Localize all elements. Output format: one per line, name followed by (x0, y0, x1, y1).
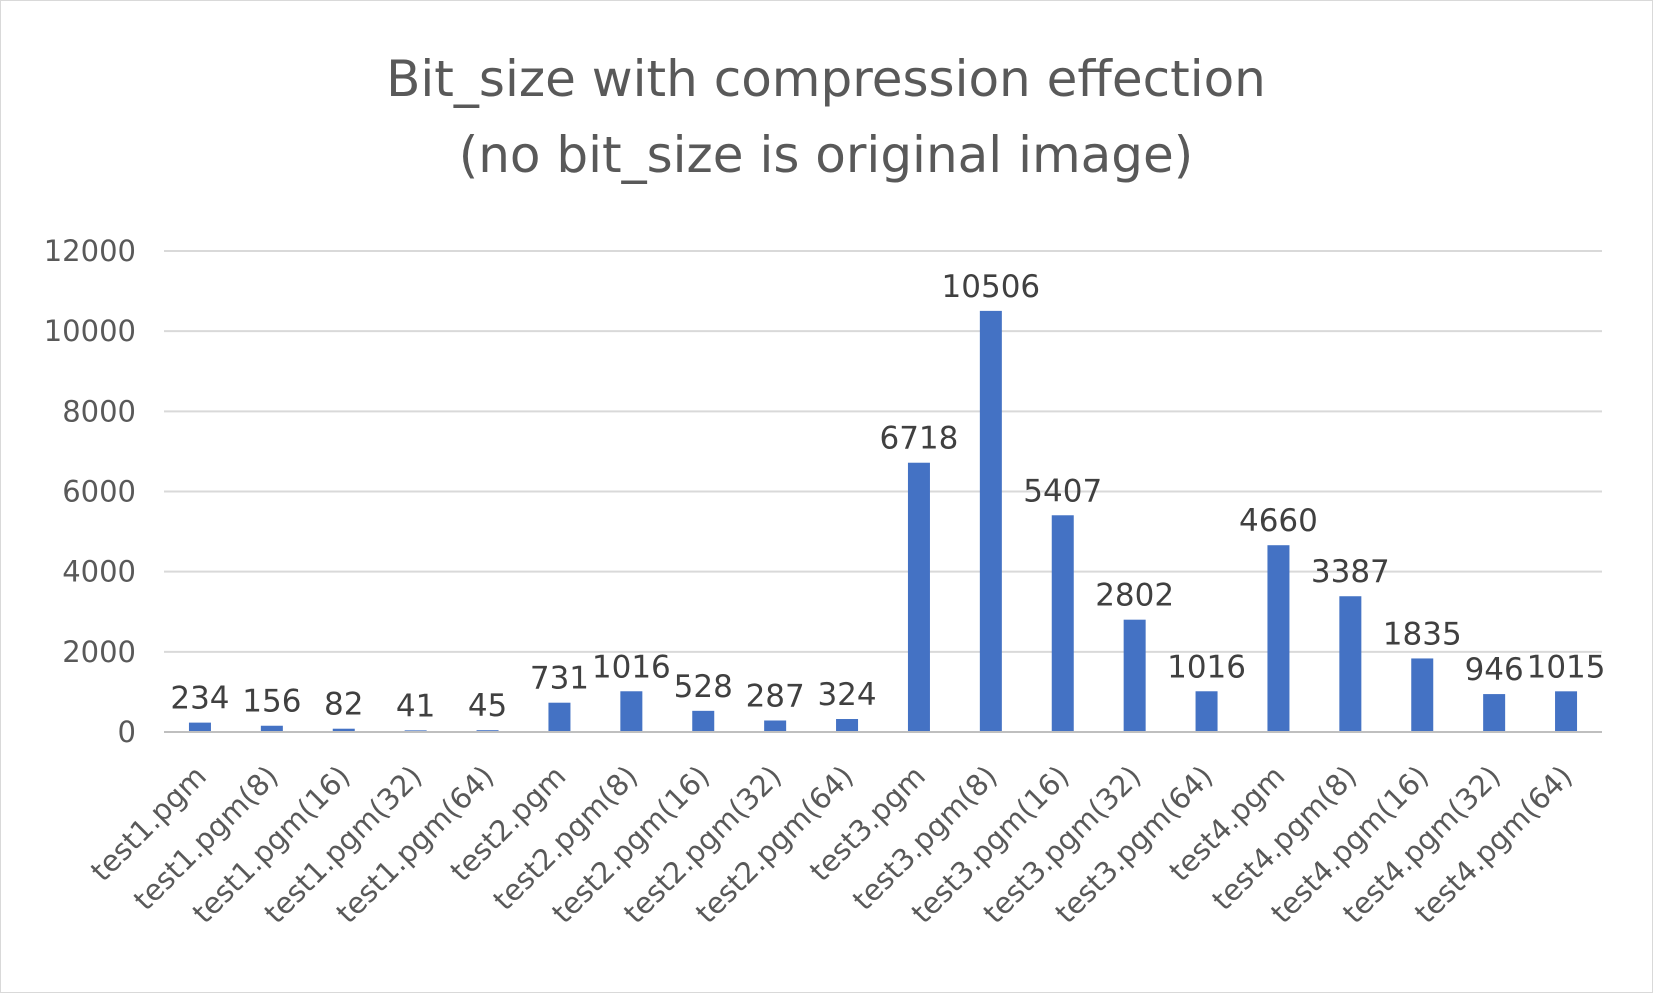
bar-18 (1411, 658, 1434, 732)
y-tick-label-4000: 4000 (62, 555, 136, 589)
data-label-8: 528 (674, 669, 733, 705)
bar-8 (692, 710, 715, 732)
bar-10 (836, 719, 859, 732)
bar-20 (1555, 691, 1578, 732)
chart-title: Bit_size with compression effection (no … (386, 50, 1266, 184)
bar-12 (979, 310, 1002, 732)
data-label-6: 731 (530, 661, 589, 697)
chart-title-line-2: (no bit_size is original image) (459, 126, 1194, 184)
bar-13 (1051, 515, 1074, 732)
x-axis-category-labels: test1.pgmtest1.pgm(8)test1.pgm(16)test1.… (84, 759, 1579, 930)
data-label-11: 6718 (879, 421, 958, 457)
data-label-3: 82 (324, 687, 363, 723)
data-label-16: 4660 (1239, 503, 1318, 539)
bar-1 (188, 722, 211, 732)
data-label-19: 946 (1465, 652, 1524, 688)
data-label-12: 10506 (942, 269, 1041, 305)
data-label-2: 156 (242, 684, 301, 720)
gridlines (164, 250, 1602, 653)
y-tick-label-0: 0 (118, 715, 136, 749)
data-label-7: 1016 (592, 649, 671, 685)
bar-9 (764, 720, 787, 732)
data-label-20: 1015 (1527, 649, 1606, 685)
data-label-13: 5407 (1023, 473, 1102, 509)
y-tick-label-8000: 8000 (62, 394, 136, 428)
data-label-1: 234 (170, 681, 229, 717)
data-label-5: 45 (468, 688, 507, 724)
y-tick-label-10000: 10000 (44, 314, 136, 348)
bar-11 (907, 462, 930, 732)
bar-15 (1195, 691, 1218, 732)
data-label-18: 1835 (1383, 616, 1462, 652)
data-label-4: 41 (396, 688, 435, 724)
data-label-14: 2802 (1095, 578, 1174, 614)
y-tick-label-2000: 2000 (62, 635, 136, 669)
bar-19 (1483, 694, 1506, 732)
bar-16 (1267, 545, 1290, 732)
bar-17 (1339, 596, 1362, 732)
data-label-10: 324 (817, 677, 876, 713)
bar-3 (332, 728, 355, 732)
data-label-9: 287 (746, 678, 805, 714)
data-label-17: 3387 (1311, 554, 1390, 590)
y-axis-tick-labels: 0 2000 4000 6000 8000 10000 12000 (44, 234, 136, 749)
bar-2 (260, 725, 283, 732)
y-tick-label-6000: 6000 (62, 475, 136, 509)
data-label-15: 1016 (1167, 649, 1246, 685)
bars (188, 310, 1578, 732)
chart-title-line-1: Bit_size with compression effection (386, 50, 1266, 108)
bar-7 (620, 691, 643, 732)
bar-14 (1123, 619, 1146, 732)
bar-6 (548, 702, 571, 732)
y-tick-label-12000: 12000 (44, 234, 136, 268)
